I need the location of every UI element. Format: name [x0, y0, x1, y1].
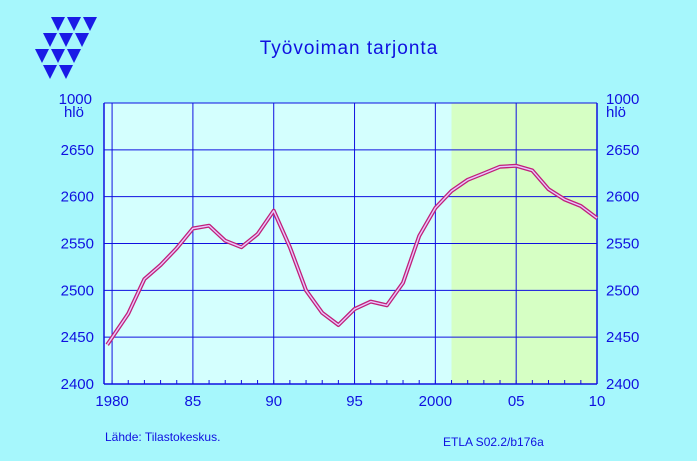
y-tick-label-right: 2550	[606, 236, 639, 253]
logo-triangle	[59, 33, 73, 47]
logo-triangle	[67, 17, 81, 31]
y-tick-label-left: 2650	[61, 142, 94, 159]
logo-triangle	[35, 49, 49, 63]
y-tick-label-right: 2400	[606, 376, 639, 393]
y-tick-label-right: 2500	[606, 282, 639, 299]
y-tick-label-left: 2450	[61, 329, 94, 346]
y-tick-label-left: 2600	[61, 189, 94, 206]
logo-triangle	[43, 33, 57, 47]
logo-triangle	[75, 33, 89, 47]
y-unit-top-right: 1000	[606, 91, 639, 108]
chart-title: Työvoiman tarjonta	[260, 38, 439, 59]
x-tick-label: 95	[346, 393, 363, 410]
x-tick-label: 1980	[95, 393, 128, 410]
y-unit-top-left: 1000	[59, 91, 92, 108]
y-tick-label-left: 2550	[61, 236, 94, 253]
logo-triangle	[51, 49, 65, 63]
y-axis-left: 2400 2450 2500 2550 2600 2650	[61, 142, 94, 393]
logo-triangle	[83, 17, 97, 31]
x-tick-label: 85	[185, 393, 202, 410]
y-tick-label-left: 2500	[61, 282, 94, 299]
y-tick-label-right: 2600	[606, 189, 639, 206]
x-tick-label: 2000	[419, 393, 452, 410]
y-tick-label-left: 2400	[61, 376, 94, 393]
source-note: Lähde: Tilastokeskus.	[105, 430, 220, 444]
x-axis: 1980 85 90 95 2000 05 10	[95, 393, 605, 410]
series-line-inner	[106, 165, 598, 346]
x-tick-label: 05	[508, 393, 525, 410]
y-tick-label-right: 2650	[606, 142, 639, 159]
y-unit-label-left: hlö	[64, 104, 84, 121]
logo-triangle	[67, 49, 81, 63]
x-tick-label: 10	[589, 393, 606, 410]
x-tick-label: 90	[265, 393, 282, 410]
y-unit-label-right: hlö	[606, 104, 626, 121]
logo-triangle	[43, 65, 57, 79]
y-tick-label-right: 2450	[606, 329, 639, 346]
etla-logo-icon	[35, 17, 97, 79]
series-line	[105, 163, 599, 346]
chart-code: ETLA S02.2/b176a	[443, 435, 544, 449]
y-axis-right: 2400 2450 2500 2550 2600 2650	[606, 142, 639, 393]
logo-triangle	[51, 17, 65, 31]
logo-triangle	[59, 65, 73, 79]
